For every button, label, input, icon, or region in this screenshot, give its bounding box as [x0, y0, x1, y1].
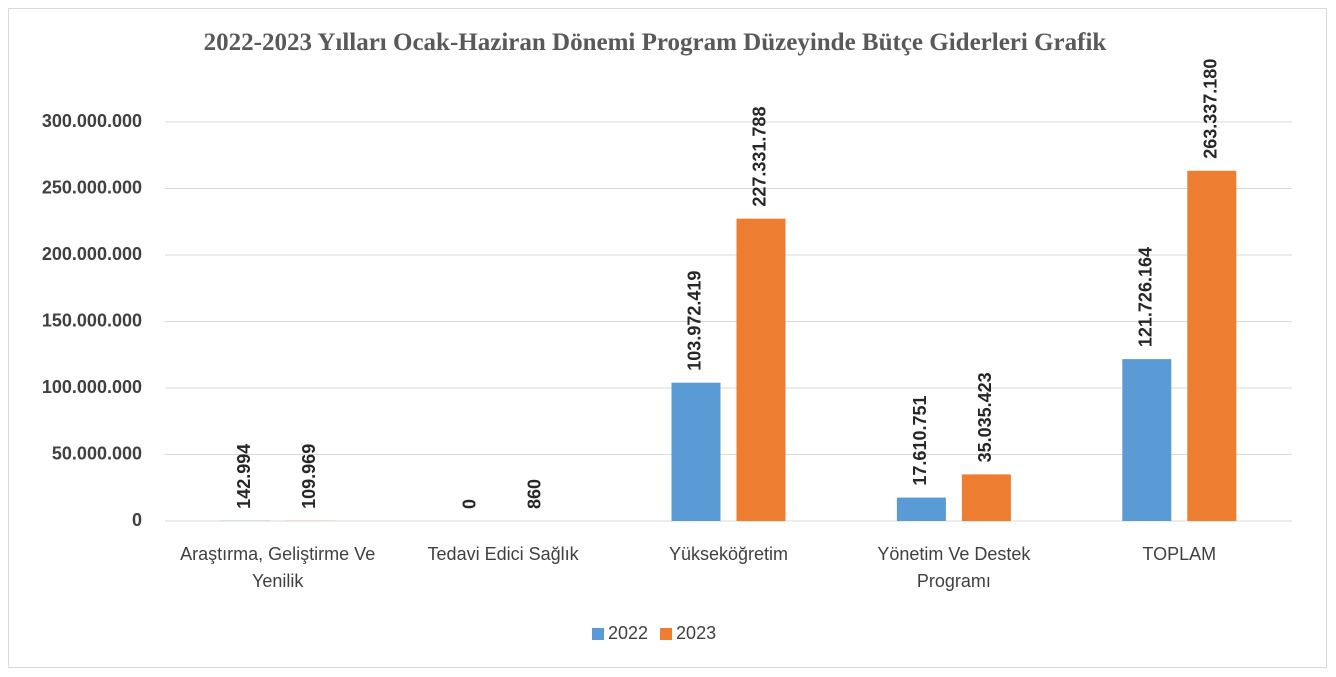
- x-tick-label: TOPLAM: [1142, 544, 1217, 564]
- y-tick-label: 200.000.000: [42, 244, 142, 264]
- y-tick-label: 50.000.000: [52, 443, 142, 463]
- y-tick-label: 0: [132, 510, 142, 530]
- y-tick-label: 100.000.000: [42, 377, 142, 397]
- value-label: 263.337.180: [1201, 59, 1221, 159]
- legend-label: 2022: [608, 623, 648, 643]
- value-label: 17.610.751: [910, 395, 930, 485]
- value-label: 109.969: [299, 444, 319, 509]
- value-label: 103.972.419: [685, 271, 705, 371]
- bar: [1187, 170, 1237, 522]
- legend-label: 2023: [676, 623, 716, 643]
- value-label: 860: [524, 479, 544, 509]
- x-tick-label: Yükseköğretim: [668, 544, 789, 564]
- bar: [961, 474, 1011, 521]
- legend-swatch: [660, 628, 673, 640]
- chart-title: 2022-2023 Yılları Ocak-Haziran Dönemi Pr…: [203, 29, 1107, 56]
- value-label: 0: [459, 499, 479, 509]
- value-label: 121.726.164: [1136, 247, 1156, 347]
- x-tick-label: Yönetim Ve Destek Programı: [877, 544, 1031, 591]
- x-tick-label: Araştırma, Geliştirme Ve Yenilik: [180, 544, 376, 591]
- bar: [896, 497, 946, 521]
- legend-swatch: [592, 628, 604, 640]
- value-label: 142.994: [234, 444, 254, 509]
- bar: [736, 218, 786, 521]
- bar: [671, 382, 721, 521]
- x-tick-label: Tedavi Edici Sağlık: [427, 544, 579, 564]
- y-tick-label: 150.000.000: [42, 310, 142, 330]
- y-tick-label: 250.000.000: [42, 177, 142, 197]
- bar: [1122, 359, 1172, 521]
- y-tick-label: 300.000.000: [42, 111, 142, 131]
- value-label: 227.331.788: [750, 107, 770, 207]
- chart-frame: [8, 8, 1327, 668]
- value-label: 35.035.423: [975, 372, 995, 462]
